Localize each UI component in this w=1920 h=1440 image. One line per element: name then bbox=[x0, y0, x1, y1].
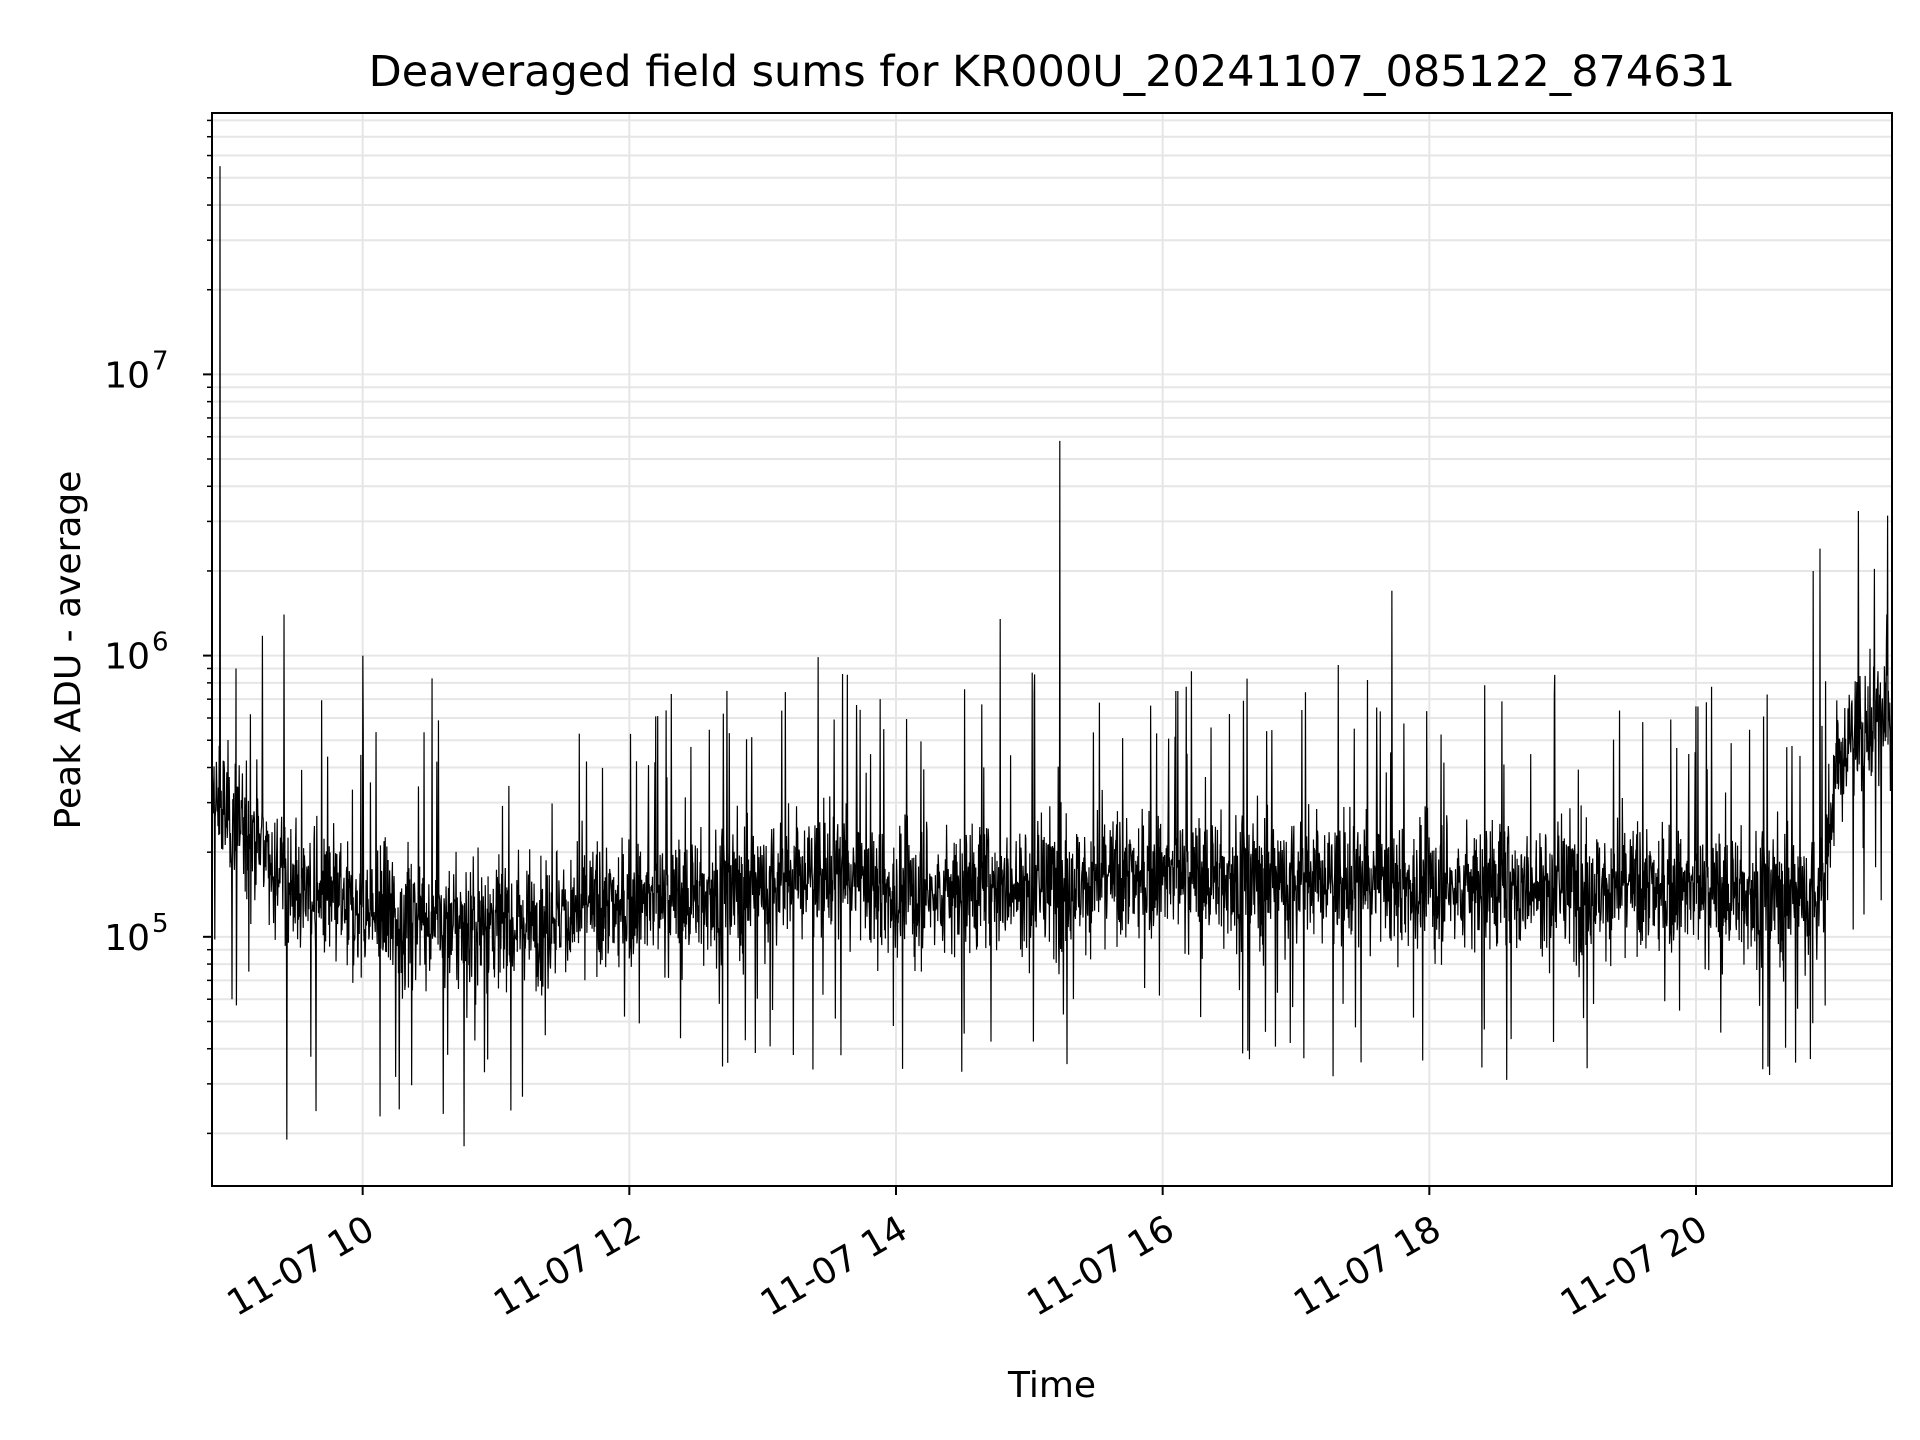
y-axis-label: Peak ADU - average bbox=[48, 471, 89, 830]
series-line bbox=[211, 166, 1893, 1147]
y-tick-label: 10 5 bbox=[104, 909, 168, 959]
plot-frame bbox=[211, 112, 1893, 1187]
x-axis-label: Time bbox=[1007, 1365, 1096, 1406]
y-tick-exponent: 7 bbox=[152, 346, 169, 376]
y-tick-base: 10 bbox=[104, 355, 150, 396]
grid bbox=[212, 113, 1892, 1186]
series-layer bbox=[211, 166, 1893, 1147]
y-tick-label: 10 7 bbox=[104, 346, 168, 396]
chart-title: Deaveraged field sums for KR000U_2024110… bbox=[369, 47, 1736, 97]
y-tick-base: 10 bbox=[104, 637, 150, 678]
y-tick-label: 10 6 bbox=[104, 628, 168, 678]
y-tick-exponent: 5 bbox=[152, 909, 169, 939]
y-tick-base: 10 bbox=[104, 918, 150, 959]
y-tick-exponent: 6 bbox=[152, 628, 169, 658]
